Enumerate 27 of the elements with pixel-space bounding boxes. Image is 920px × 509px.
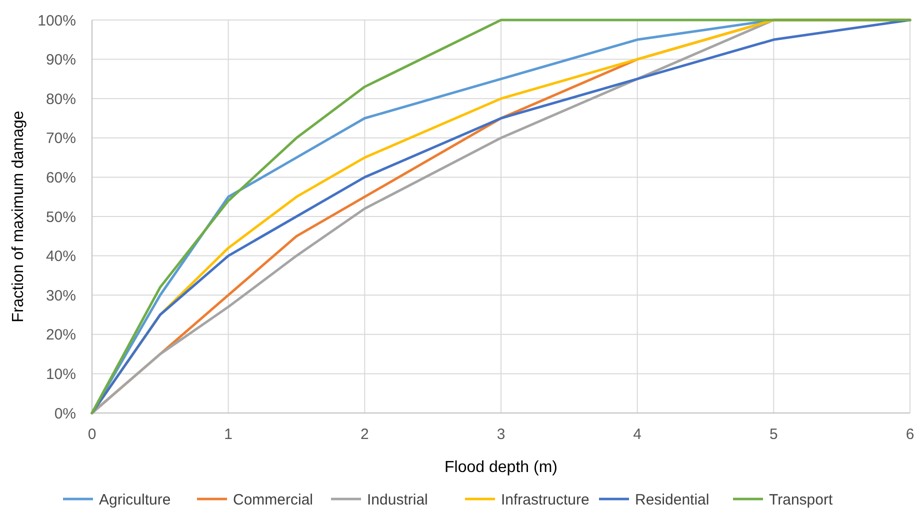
legend-label: Commercial	[233, 491, 314, 508]
x-tick-label: 5	[769, 426, 778, 443]
legend-label: Agriculture	[99, 491, 171, 508]
legend-label: Infrastructure	[501, 491, 590, 508]
x-tick-label: 4	[633, 426, 642, 443]
y-tick-label: 60%	[46, 169, 76, 186]
y-tick-label: 20%	[46, 326, 76, 344]
y-tick-label: 90%	[46, 52, 76, 69]
x-tick-label: 3	[496, 426, 506, 443]
y-tick-label: 40%	[46, 248, 76, 266]
y-tick-label: 70%	[46, 130, 76, 148]
y-tick-label: 100%	[38, 12, 76, 30]
x-tick-label: 6	[906, 426, 914, 443]
x-axis-title: Flood depth (m)	[444, 459, 558, 476]
y-tick-label: 80%	[46, 90, 76, 108]
y-tick-label: 50%	[46, 208, 76, 226]
legend-label: Industrial	[367, 491, 428, 508]
x-tick-label: 2	[360, 426, 369, 443]
y-axis-title: Fraction of maximum damage	[10, 110, 27, 322]
y-tick-label: 30%	[46, 287, 76, 304]
legend-label: Residential	[635, 491, 710, 508]
x-tick-label: 1	[224, 426, 233, 443]
y-tick-label: 0%	[54, 405, 76, 422]
y-tick-label: 10%	[46, 366, 76, 383]
x-tick-label: 0	[88, 426, 96, 443]
legend-label: Transport	[769, 491, 834, 508]
line-series	[90, 18, 912, 414]
